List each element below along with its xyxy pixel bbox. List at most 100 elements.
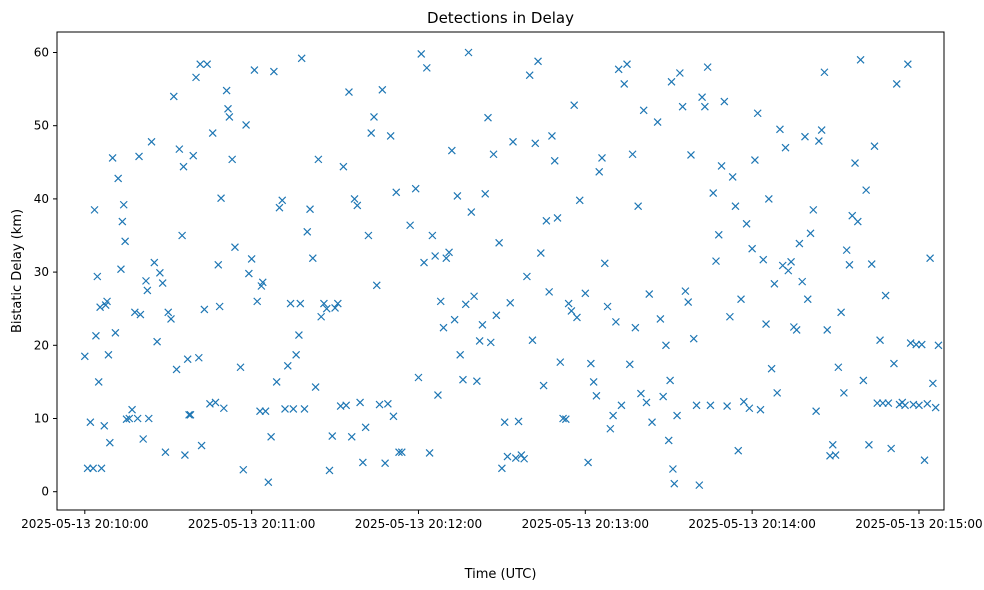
data-point-marker <box>122 415 131 424</box>
data-point-marker <box>345 88 353 96</box>
x-tick-label: 2025-05-13 20:11:00 <box>188 517 315 531</box>
data-point-marker <box>150 258 159 267</box>
data-point-marker <box>322 304 331 313</box>
data-point-marker <box>725 312 734 321</box>
data-point-marker <box>567 306 576 315</box>
data-point-marker <box>484 113 492 122</box>
data-point-marker <box>506 298 515 307</box>
data-point-marker <box>495 238 504 247</box>
data-point-marker <box>709 189 718 197</box>
plot-area <box>56 31 945 511</box>
data-point-marker <box>317 312 326 321</box>
data-point-marker <box>186 410 195 419</box>
data-point-marker <box>185 410 194 419</box>
data-point-marker <box>923 399 932 408</box>
data-point-marker <box>179 162 188 171</box>
data-point-marker <box>381 459 390 468</box>
data-point-marker <box>125 414 134 423</box>
data-point-marker <box>787 257 795 266</box>
data-point-marker <box>364 231 373 240</box>
data-point-marker <box>687 151 695 159</box>
data-point-marker <box>539 381 548 390</box>
data-point-marker <box>631 323 640 332</box>
data-point-marker <box>745 404 754 413</box>
data-point-marker <box>731 202 740 211</box>
data-point-marker <box>470 292 479 301</box>
data-point-marker <box>770 279 779 288</box>
data-point-marker <box>172 365 181 374</box>
data-point-marker <box>192 73 200 82</box>
data-point-marker <box>383 399 392 408</box>
data-point-marker <box>292 350 301 359</box>
data-point-marker <box>742 219 751 228</box>
data-point-marker <box>781 143 790 152</box>
data-point-marker <box>823 326 832 334</box>
data-point-marker <box>311 383 320 391</box>
y-axis-label: Bistatic Delay (km) <box>10 209 25 333</box>
data-point-marker <box>353 201 362 210</box>
data-point-marker <box>714 230 723 239</box>
data-point-marker <box>200 305 209 314</box>
data-point-marker <box>756 405 765 414</box>
data-point-marker <box>294 331 303 339</box>
data-point-marker <box>586 359 595 368</box>
data-point-marker <box>703 63 712 72</box>
data-point-marker <box>653 118 662 126</box>
data-point-marker <box>467 208 476 216</box>
data-point-marker <box>575 196 584 205</box>
data-point-marker <box>887 444 896 453</box>
y-tick-label: 10 <box>34 411 49 425</box>
data-point-marker <box>153 337 162 346</box>
data-point-marker <box>865 440 873 449</box>
x-tick-label: 2025-05-13 20:15:00 <box>855 517 982 531</box>
data-point-marker <box>839 388 848 397</box>
data-point-marker <box>459 375 467 384</box>
data-point-marker <box>809 205 818 214</box>
data-point-marker <box>668 465 677 473</box>
data-point-marker <box>143 286 152 295</box>
data-point-marker <box>684 298 693 307</box>
data-point-marker <box>522 272 531 281</box>
data-point-marker <box>228 155 237 164</box>
data-point-marker <box>795 239 804 248</box>
data-point-marker <box>434 391 442 399</box>
data-point-marker <box>492 311 501 320</box>
data-point-marker <box>203 60 212 69</box>
data-point-marker <box>342 401 351 410</box>
data-point-marker <box>130 308 139 317</box>
data-point-marker <box>928 379 937 388</box>
data-point-marker <box>333 299 342 308</box>
data-point-marker <box>481 189 490 198</box>
data-point-marker <box>581 289 590 298</box>
data-point-marker <box>814 137 823 145</box>
data-point-marker <box>169 92 178 101</box>
data-point-marker <box>89 464 98 473</box>
data-point-marker <box>164 308 173 317</box>
data-point-marker <box>792 326 801 334</box>
data-point-marker <box>450 315 459 324</box>
data-point-marker <box>764 194 773 203</box>
data-point-marker <box>870 142 879 151</box>
data-point-marker <box>614 65 623 74</box>
data-point-marker <box>196 60 205 69</box>
x-axis: 2025-05-13 20:10:00 2025-05-13 20:11:00 20… <box>21 510 983 531</box>
data-point-marker <box>486 338 495 347</box>
data-point-marker <box>845 260 854 269</box>
data-point-marker <box>139 435 148 443</box>
data-point-marker <box>606 424 615 433</box>
data-point-marker <box>158 279 167 288</box>
data-point-marker <box>884 399 893 408</box>
data-points <box>80 48 943 490</box>
data-point-marker <box>559 414 567 423</box>
x-tick-label: 2025-05-13 20:13:00 <box>522 517 649 531</box>
data-point-marker <box>300 405 309 413</box>
data-point-marker <box>439 323 448 332</box>
data-point-marker <box>784 266 793 275</box>
data-point-marker <box>934 341 943 350</box>
data-point-marker <box>759 255 768 264</box>
data-point-marker <box>734 446 743 455</box>
data-point-marker <box>236 363 245 372</box>
data-point-marker <box>728 173 737 181</box>
data-point-marker <box>161 448 170 457</box>
data-point-marker <box>303 227 312 236</box>
